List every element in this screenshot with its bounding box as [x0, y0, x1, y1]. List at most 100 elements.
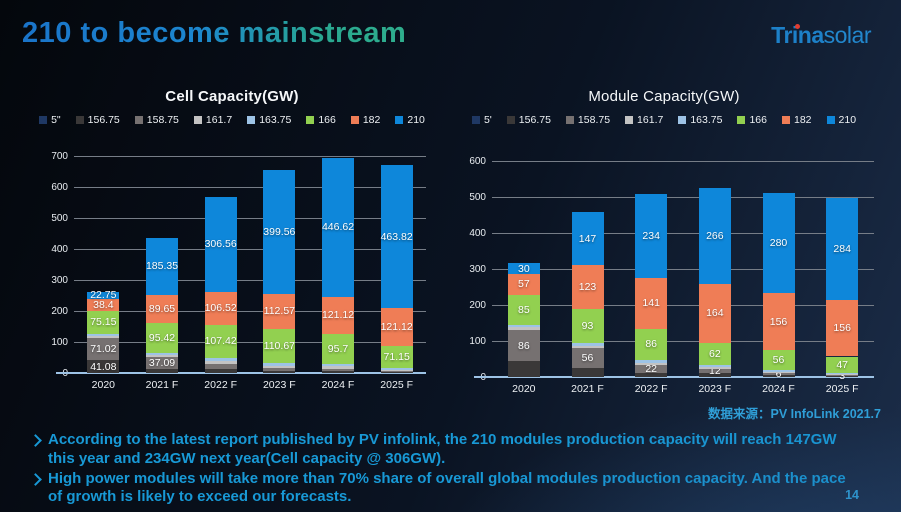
bar-segment — [322, 371, 354, 373]
data-label: 95.7 — [327, 342, 349, 355]
legend-swatch-icon — [506, 116, 515, 124]
bar-segment — [204, 196, 237, 292]
bar-segment — [635, 328, 668, 360]
bar-segment — [322, 366, 354, 369]
legend-label: 210 — [407, 114, 425, 126]
data-label: 121.12 — [380, 321, 413, 334]
bar-segment — [507, 294, 540, 326]
bar-segment — [380, 164, 413, 309]
x-category-label: 2020 — [91, 379, 115, 391]
bar-segment — [380, 372, 413, 373]
data-label: 121.12 — [321, 309, 355, 322]
bar-segment — [826, 374, 859, 376]
bar-segment — [635, 362, 668, 365]
gridline — [492, 341, 874, 342]
bar-segment — [146, 354, 178, 358]
data-label: 57 — [517, 278, 530, 291]
bar-segment — [762, 349, 795, 370]
bullet-list: According to the latest report published… — [28, 431, 848, 508]
bar-segment — [698, 283, 731, 343]
legend-item: 5" — [39, 114, 61, 126]
bar-segment — [698, 365, 731, 367]
bar-segment — [762, 293, 795, 350]
legend-swatch-icon — [350, 116, 359, 124]
bar-segment — [204, 361, 237, 365]
gridline — [74, 249, 426, 250]
bar-segment — [380, 370, 413, 373]
data-label: 123 — [578, 281, 597, 294]
legend-swatch-icon — [737, 116, 746, 124]
module-capacity-chart: Module Capacity(GW) 5' 156.75 158.75 161.7 1… — [446, 84, 882, 402]
legend-swatch-icon — [625, 116, 634, 124]
bar-segment — [826, 376, 859, 377]
bullet-item: According to the latest report published… — [28, 431, 848, 469]
bullet-text: According to the latest report published… — [48, 431, 837, 467]
y-tick-label: 400 — [51, 244, 68, 255]
bar-segment — [571, 212, 604, 266]
data-label: 164 — [706, 307, 724, 320]
legend-item: 156.75 — [506, 114, 551, 126]
bar-segment — [322, 363, 354, 367]
data-label: 110.67 — [263, 339, 295, 352]
gridline — [492, 305, 874, 306]
y-tick-label: 100 — [469, 336, 486, 347]
legend-item: 210 — [395, 114, 425, 126]
bar-segment — [571, 368, 604, 377]
y-tick-label: 300 — [51, 275, 68, 286]
data-label: 41.08 — [90, 360, 117, 373]
bar-segment — [826, 198, 859, 301]
data-label: 56 — [581, 351, 594, 364]
bar-segment — [826, 373, 859, 375]
bar-segment — [762, 375, 795, 377]
stacked-bar: 37.09 95.42 89.65 185.35 — [146, 156, 178, 373]
legend-swatch-icon — [134, 116, 143, 124]
legend-label: 161.7 — [205, 114, 233, 126]
data-label: 37.09 — [148, 356, 176, 369]
bar-segment — [762, 373, 795, 376]
gridline — [74, 280, 426, 281]
legend-label: 156.75 — [518, 114, 551, 126]
x-category-label: 2022 F — [634, 383, 668, 395]
data-label: 30 — [517, 262, 530, 275]
legend-swatch-icon — [306, 116, 315, 124]
bullet-item: High power modules will take more than 7… — [28, 470, 848, 508]
data-label: 112.57 — [263, 305, 295, 318]
data-label: 38.4 — [93, 298, 114, 311]
legend-item: 163.75 — [678, 114, 722, 126]
bar-segment — [322, 296, 354, 335]
data-label: 86 — [517, 339, 530, 352]
x-axis-baseline — [474, 376, 874, 378]
legend-label: 163.75 — [690, 114, 723, 126]
gridline — [492, 197, 874, 198]
bar-segment — [146, 352, 178, 355]
legend-item: 182 — [350, 114, 380, 126]
gridline — [492, 269, 874, 270]
data-label: 89.65 — [148, 303, 176, 316]
bar-segment — [322, 368, 354, 372]
bar-segment — [507, 325, 540, 327]
bar-segment — [263, 365, 296, 369]
legend-swatch-icon — [75, 116, 84, 124]
bar-segment — [263, 328, 296, 364]
y-tick-label: 200 — [51, 306, 68, 317]
stacked-bar: 6 56 156 280 — [762, 161, 795, 380]
legend-label: 158.75 — [146, 114, 179, 126]
legend-label: 163.75 — [259, 114, 292, 126]
chart-legend: 5" 156.75 158.75 161.7 163.75 166 182 210 — [28, 114, 436, 126]
bar-segment — [507, 326, 540, 331]
x-category-label: 2025 F — [380, 379, 413, 391]
bar-segment — [635, 372, 668, 377]
data-label: 12 — [708, 365, 721, 378]
stacked-bar: 86 85 57 30 — [507, 161, 540, 377]
bar-segment — [826, 356, 859, 374]
y-tick-label: 600 — [469, 156, 486, 167]
data-label: 95.42 — [148, 331, 176, 344]
gridline — [74, 342, 426, 343]
legend-swatch-icon — [247, 116, 256, 124]
page-number: 14 — [845, 488, 859, 502]
y-tick-label: 400 — [469, 228, 486, 239]
data-label: 280 — [769, 237, 788, 250]
